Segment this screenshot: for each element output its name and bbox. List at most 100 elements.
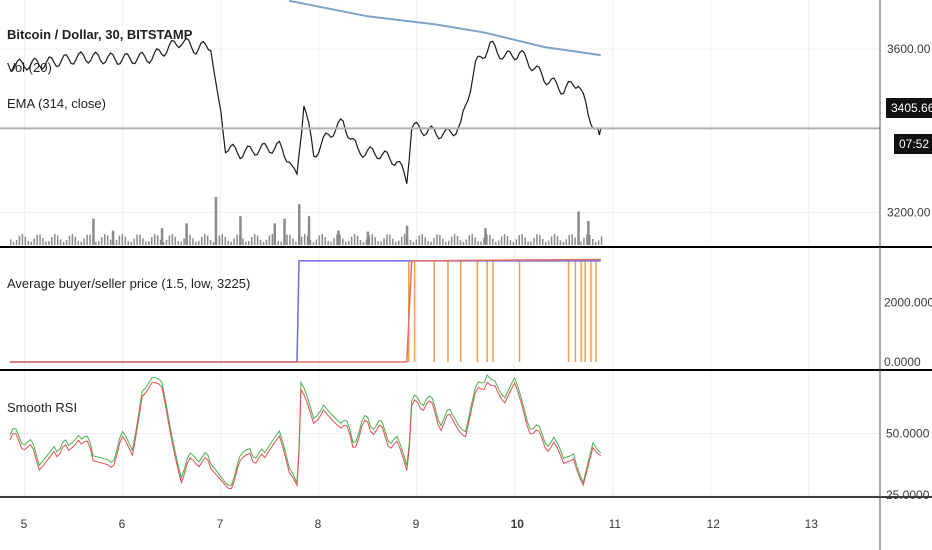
volume-bar <box>177 240 179 245</box>
volume-bar <box>577 211 580 245</box>
volume-bar <box>439 234 441 245</box>
volume-bar <box>48 241 50 245</box>
volume-bar <box>142 238 144 245</box>
ema-legend[interactable]: EMA (314, close) <box>7 96 106 111</box>
volume-bar <box>201 236 203 245</box>
volume-bar <box>74 236 77 245</box>
symbol-title[interactable]: Bitcoin / Dollar, 30, BITSTAMP <box>7 27 193 42</box>
volume-bar <box>153 234 156 245</box>
volume-bar <box>306 235 309 245</box>
volume-bar <box>318 235 321 245</box>
volume-bar <box>95 241 97 245</box>
volume-bar <box>189 234 191 245</box>
volume-bar <box>45 241 47 245</box>
volume-bar <box>477 241 479 245</box>
volume-bar <box>592 238 594 245</box>
volume-bar <box>403 234 406 245</box>
volume-bar <box>489 234 491 245</box>
volume-bar <box>453 234 456 245</box>
time-tick-label: 6 <box>119 517 126 531</box>
volume-bar <box>515 239 518 245</box>
volume-legend[interactable]: Vol (20) <box>7 60 52 75</box>
volume-bar <box>568 235 570 245</box>
volume-bar <box>395 241 397 245</box>
volume-bar <box>518 235 521 245</box>
volume-bar <box>118 235 121 245</box>
volume-bar <box>368 235 371 245</box>
buyer-seller-legend[interactable]: Average buyer/seller price (1.5, low, 32… <box>7 276 251 291</box>
volume-bar <box>239 216 242 245</box>
volume-bar <box>442 238 444 245</box>
volume-bar <box>371 234 374 245</box>
volume-bar <box>295 241 297 245</box>
time-tick-label: 12 <box>707 517 721 531</box>
volume-bar <box>480 241 482 245</box>
volume-bar <box>39 234 41 245</box>
volume-bar <box>215 239 218 245</box>
volume-bar <box>112 241 115 245</box>
volume-bar <box>277 241 279 245</box>
volume-bar <box>418 235 421 245</box>
volume-bar <box>230 241 232 245</box>
volume-bar <box>42 238 44 245</box>
volume-bar <box>274 237 276 245</box>
volume-bar <box>468 235 471 245</box>
volume-bar <box>192 238 194 245</box>
volume-bar <box>33 238 35 245</box>
volume-bar <box>580 241 582 245</box>
volume-bar <box>544 241 547 245</box>
volume-bar <box>350 236 353 245</box>
volume-bar <box>80 241 82 245</box>
time-tick-label: 9 <box>413 517 420 531</box>
volume-bar <box>185 223 188 245</box>
volume-bar <box>550 236 553 245</box>
price-axis[interactable]: 3600.00 3200.00 2000.0000 0.0000 50.0000 25.0… <box>884 42 932 502</box>
indicator-tick-label: 0.0000 <box>884 355 921 369</box>
volume-bar <box>450 236 453 245</box>
volume-bar <box>159 239 162 245</box>
time-tick-label: 5 <box>21 517 28 531</box>
volume-bar <box>348 240 350 245</box>
volume-bar <box>218 235 221 245</box>
price-tick-label: 3600.00 <box>887 42 931 56</box>
volume-bar <box>465 239 468 245</box>
volume-bar <box>103 234 106 245</box>
volume-bar <box>59 239 62 245</box>
volume-bar <box>51 237 53 245</box>
volume-bar <box>392 238 394 245</box>
time-axis[interactable]: 5 6 7 8 9 10 11 12 13 <box>21 517 819 531</box>
volume-bar <box>245 241 247 245</box>
volume-bar <box>111 230 115 245</box>
volume-bar <box>424 237 426 245</box>
volume-bar <box>356 235 359 245</box>
volume-bar <box>233 238 235 245</box>
volume-bar <box>286 234 288 245</box>
time-tick-label: 13 <box>805 517 819 531</box>
volume-bar <box>271 234 274 245</box>
volume-bar <box>589 234 591 245</box>
volume-bar <box>77 240 80 245</box>
volume-bar <box>486 234 488 245</box>
volume-bar <box>500 236 503 245</box>
volume-bar <box>524 237 526 245</box>
volume-bar <box>597 240 600 245</box>
volume-bar <box>12 241 15 245</box>
rsi-green-line <box>9 373 602 486</box>
volume-bar <box>574 237 576 245</box>
volume-bar <box>86 234 88 245</box>
rsi-legend[interactable]: Smooth RSI <box>7 400 78 415</box>
volume-bar <box>127 240 129 245</box>
volume-bar <box>273 223 276 245</box>
volume-bar <box>62 241 65 245</box>
volume-bar <box>174 236 177 245</box>
volume-bar <box>186 234 188 245</box>
volume-bar <box>565 239 568 245</box>
volume-bar <box>583 237 585 245</box>
volume-bar <box>459 240 462 245</box>
volume-bar <box>497 240 500 245</box>
ema-line <box>289 0 601 57</box>
volume-bar <box>30 241 32 245</box>
volume-bar <box>248 240 250 245</box>
buyer-seller-spikes <box>408 260 597 362</box>
